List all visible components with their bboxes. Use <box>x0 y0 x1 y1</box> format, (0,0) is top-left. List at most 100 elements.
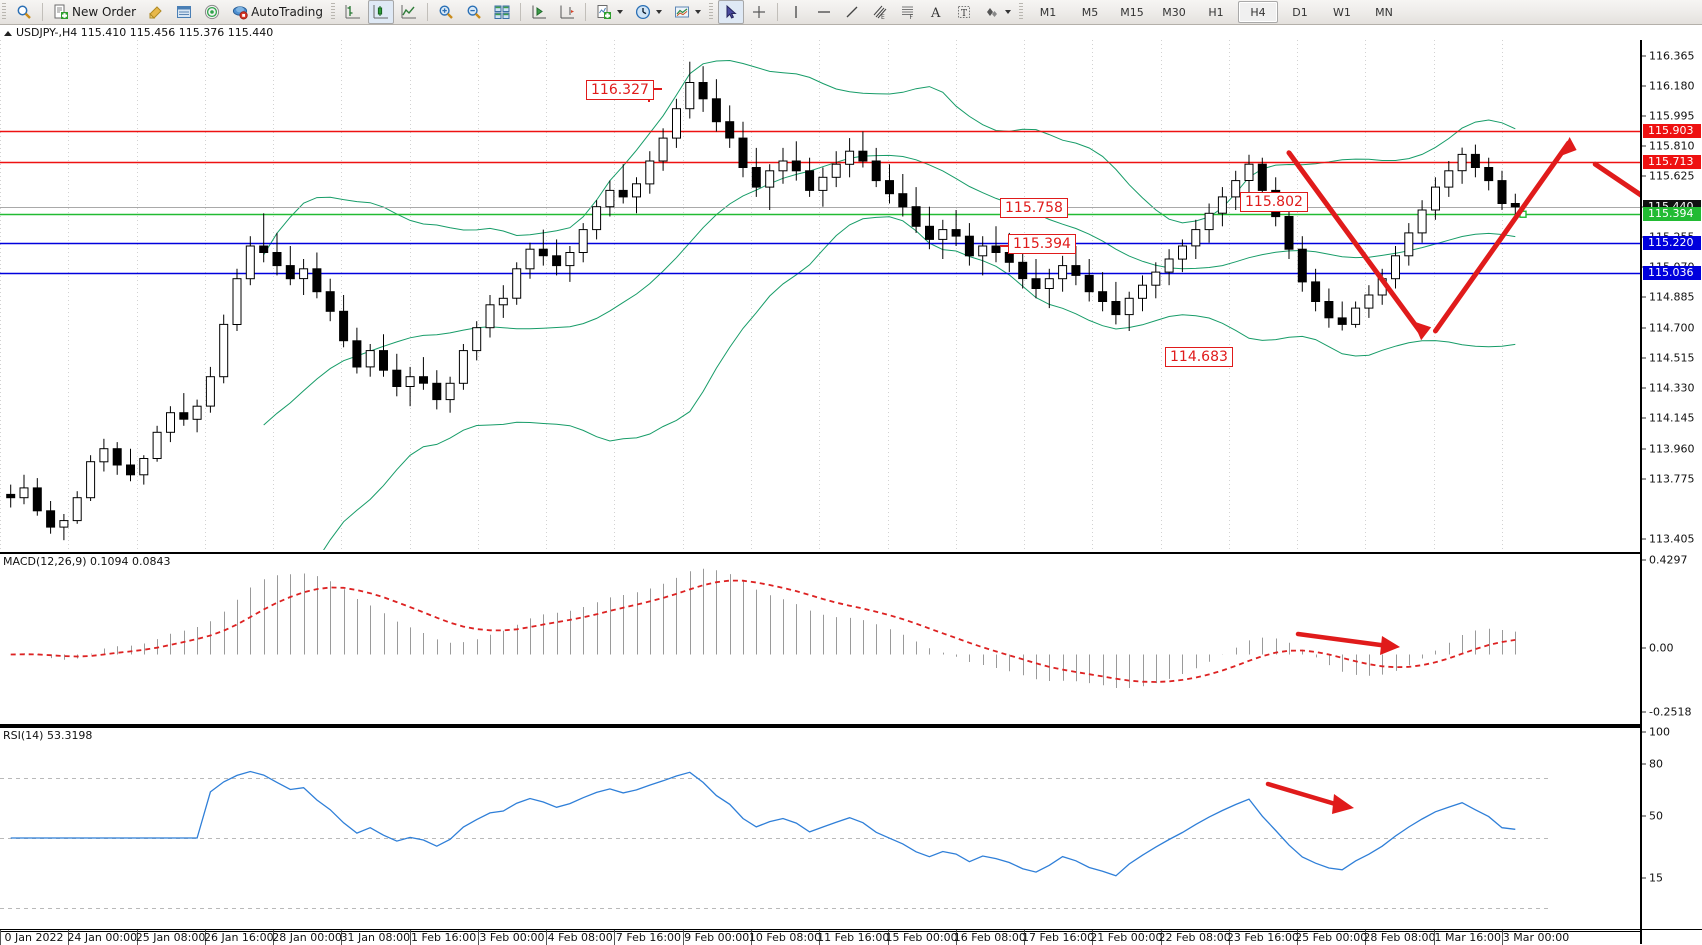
price-level-label[interactable]: 115.903 <box>1643 124 1701 139</box>
cursor-icon[interactable] <box>717 0 744 24</box>
tile-windows-icon[interactable] <box>489 0 515 24</box>
time-separator <box>887 930 889 945</box>
time-label: 16 Feb 08:00 <box>953 931 1026 944</box>
svg-text:F: F <box>909 14 913 20</box>
toolbar-grip[interactable] <box>2 3 6 21</box>
line-chart-icon[interactable] <box>396 0 422 24</box>
time-label: 25 Jan 08:00 <box>135 931 206 944</box>
toolbar-separator-3 <box>519 3 521 21</box>
price-level-label[interactable]: 115.220 <box>1643 235 1701 250</box>
collapse-triangle-icon[interactable] <box>4 30 12 36</box>
main-toolbar: New Order AutoTrading <box>0 0 1702 25</box>
chevron-down-icon[interactable] <box>616 10 623 14</box>
time-separator <box>1160 930 1162 945</box>
metaeditor-icon[interactable] <box>143 0 169 24</box>
chart-window[interactable]: USDJPY-,H4 115.410 115.456 115.376 115.4… <box>0 25 1702 945</box>
anno-115758[interactable]: 115.758 <box>1000 198 1068 218</box>
time-separator <box>68 930 70 945</box>
signals-icon[interactable] <box>199 0 225 24</box>
price-level-label[interactable]: 115.713 <box>1643 155 1701 170</box>
candlestick-chart-icon[interactable] <box>367 0 394 24</box>
time-separator <box>819 930 821 945</box>
timeframe-m5[interactable]: M5 <box>1081 5 1099 19</box>
svg-text:T: T <box>961 9 967 19</box>
timeframe-d1[interactable]: D1 <box>1292 5 1308 19</box>
price-tick: 114.700 <box>1642 322 1695 333</box>
price-tick: 114.145 <box>1642 413 1695 424</box>
time-label: 3 Mar 00:00 <box>1502 931 1570 944</box>
toolbar-grip-4[interactable] <box>1018 3 1023 21</box>
toolbar-separator-5 <box>776 3 778 21</box>
timeframe-h4[interactable]: H4 <box>1237 1 1278 23</box>
timeframe-mn[interactable]: MN <box>1375 5 1393 19</box>
time-separator <box>614 930 616 945</box>
time-label: 17 Feb 16:00 <box>1021 931 1095 944</box>
anno-116327[interactable]: 116.327 <box>586 80 654 100</box>
price-tick: 115.995 <box>1642 111 1695 122</box>
rsi-label: RSI(14) 53.3198 <box>3 729 93 742</box>
price-pane[interactable]: 116.327 115.758 115.802 115.394 114.683 <box>0 40 1640 550</box>
anno-115802[interactable]: 115.802 <box>1240 192 1308 212</box>
macd-pane[interactable]: MACD(12,26,9) 0.1094 0.0843 <box>0 552 1640 726</box>
data-window-icon[interactable] <box>171 0 197 24</box>
bar-chart-icon[interactable] <box>340 0 366 24</box>
time-label: 28 Feb 08:00 <box>1363 931 1436 944</box>
time-separator <box>682 930 684 945</box>
toolbar-separator-4 <box>584 3 586 21</box>
horizontal-line-icon[interactable] <box>811 0 837 24</box>
text-icon[interactable]: A <box>923 0 949 24</box>
timeframe-m30[interactable]: M30 <box>1162 5 1186 19</box>
time-separator <box>751 930 752 945</box>
scale-corner <box>1640 929 1702 944</box>
annotation-tick <box>1000 245 1010 247</box>
fibonacci-icon[interactable]: F <box>895 0 921 24</box>
time-axis[interactable]: 0 Jan 2022 24 Jan 00:00 25 Jan 08:00 26 Jan… <box>0 929 1640 945</box>
time-label: 9 Feb 00:00 <box>684 931 750 944</box>
vertical-line-icon[interactable] <box>783 0 809 24</box>
indicators-icon[interactable] <box>591 0 628 24</box>
magnifier-icon[interactable] <box>11 0 37 24</box>
timeframe-h1[interactable]: H1 <box>1208 5 1224 19</box>
anno-115394[interactable]: 115.394 <box>1008 234 1076 254</box>
text-label-icon[interactable]: T <box>951 0 977 24</box>
chevron-down-icon-3[interactable] <box>694 10 701 14</box>
price-scale[interactable]: 116.365116.180115.995115.810115.625115.4… <box>1640 40 1702 929</box>
scroll-end-icon[interactable] <box>526 0 552 24</box>
chevron-down-icon-2[interactable] <box>655 10 662 14</box>
price-tick: 115.625 <box>1642 171 1695 182</box>
autotrading-label: AutoTrading <box>251 5 323 19</box>
autotrading-button[interactable]: AutoTrading <box>227 0 328 24</box>
periods-icon[interactable] <box>630 0 667 24</box>
time-label: 22 Feb 08:00 <box>1158 931 1231 944</box>
time-separator <box>409 930 411 945</box>
equidistant-channel-icon[interactable]: E <box>867 0 893 24</box>
chart-shift-icon[interactable] <box>554 0 580 24</box>
price-level-label[interactable]: 115.394 <box>1643 207 1701 222</box>
time-separator <box>136 930 138 945</box>
chevron-down-icon-4[interactable] <box>1004 10 1011 14</box>
anno-114683[interactable]: 114.683 <box>1165 347 1233 367</box>
zoom-in-icon[interactable] <box>433 0 459 24</box>
timeframe-m1[interactable]: M1 <box>1039 5 1057 19</box>
price-level-label[interactable]: 115.036 <box>1643 265 1701 280</box>
time-separator <box>1297 930 1299 945</box>
time-label: 3 Feb 00:00 <box>479 931 545 944</box>
time-label: 21 Feb 00:00 <box>1090 931 1163 944</box>
timeframe-m15[interactable]: M15 <box>1120 5 1144 19</box>
crosshair-icon[interactable] <box>746 0 772 24</box>
rsi-pane[interactable]: RSI(14) 53.3198 <box>0 726 1640 932</box>
shapes-icon[interactable] <box>979 0 1016 24</box>
toolbar-grip-2[interactable] <box>330 3 335 21</box>
toolbar-grip-3[interactable] <box>708 3 713 21</box>
zoom-out-icon[interactable] <box>461 0 487 24</box>
timeframe-w1[interactable]: W1 <box>1333 5 1351 19</box>
time-label: 15 Feb 00:00 <box>885 931 958 944</box>
time-separator <box>955 930 957 945</box>
new-order-button[interactable]: New Order <box>48 0 141 24</box>
time-separator <box>1502 930 1503 945</box>
macd-label: MACD(12,26,9) 0.1094 0.0843 <box>3 555 171 568</box>
time-separator <box>0 930 1 945</box>
macd-scale-tick: -0.2518 <box>1642 707 1691 718</box>
trendline-icon[interactable] <box>839 0 865 24</box>
templates-icon[interactable] <box>669 0 706 24</box>
